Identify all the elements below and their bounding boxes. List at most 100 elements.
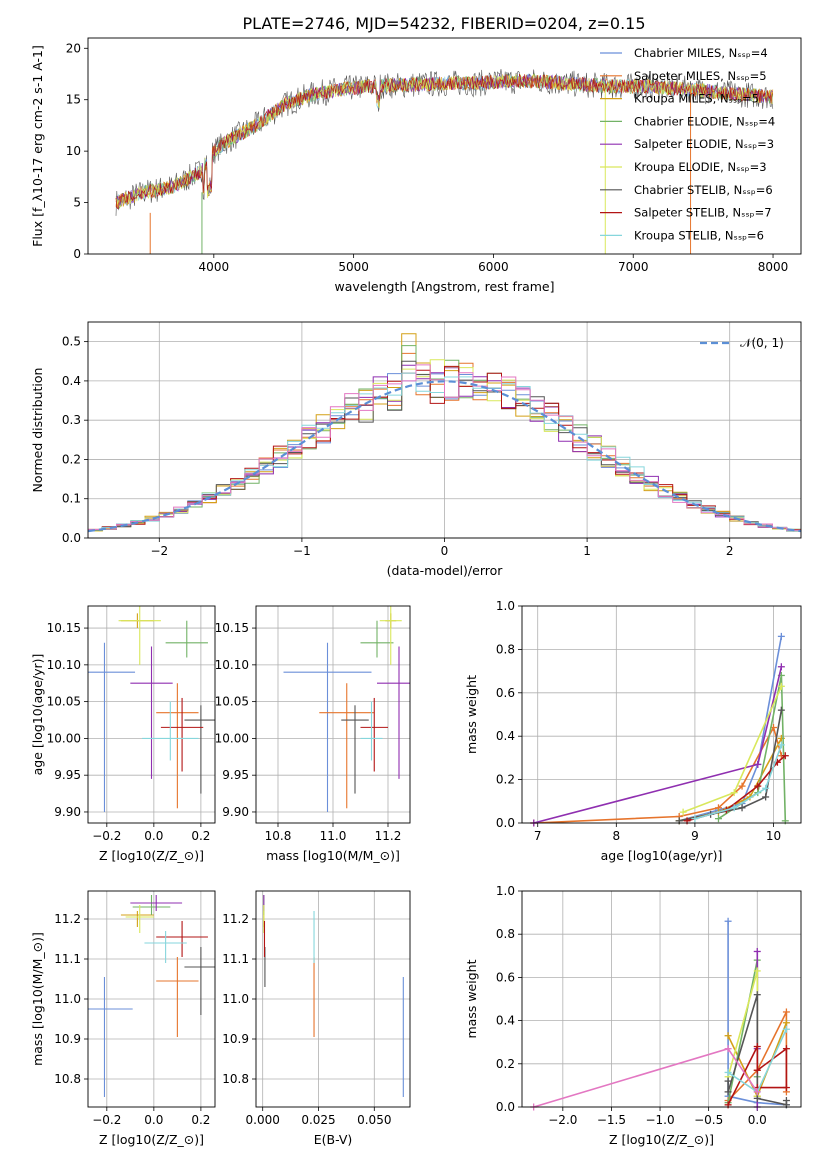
- y-tick-label: 0.0: [496, 816, 515, 830]
- x-tick-label: 8000: [758, 260, 789, 274]
- x-axis-label: mass [log10(M/M_⊙)]: [266, 848, 400, 863]
- spectrum-line-7: [115, 73, 774, 209]
- x-tick-label: 11.2: [375, 829, 402, 843]
- y-tick-label: 11.1: [222, 952, 249, 966]
- x-tick-label: 8: [612, 829, 620, 843]
- axes-frame: [521, 605, 802, 824]
- y-tick-label: 10.9: [222, 1032, 249, 1046]
- legend-label: Salpeter STELIB, Nₛₛₚ=7: [634, 206, 772, 220]
- y-tick-label: 11.1: [54, 952, 81, 966]
- weight-series-8: [694, 744, 783, 820]
- y-tick-label: 5: [73, 196, 81, 210]
- x-tick-label: 11.0: [320, 829, 347, 843]
- x-tick-label: −2.0: [548, 1113, 577, 1127]
- y-tick-label: 0.8: [496, 927, 515, 941]
- y-tick-label: 0.2: [62, 452, 81, 466]
- x-tick-label: 0.050: [357, 1113, 391, 1127]
- x-tick-label: 10: [766, 829, 781, 843]
- y-tick-label: 9.95: [54, 768, 81, 782]
- figure-title: PLATE=2746, MJD=54232, FIBERID=0204, z=0…: [242, 14, 645, 33]
- x-tick-label: 0.0: [144, 1113, 163, 1127]
- x-tick-label: 6000: [478, 260, 509, 274]
- panel-massweight-vs-Z: −2.0 −1.5 −1.0 −0.5 0.0 0.0 0.2 0.4 0.6 0.8 1.0 Z […: [464, 884, 802, 1147]
- y-tick-label: 10.10: [215, 658, 249, 672]
- legend-label: Salpeter ELODIE, Nₛₛₚ=3: [634, 137, 774, 151]
- x-tick-label: 7000: [618, 260, 649, 274]
- y-tick-label: 0.4: [62, 374, 81, 388]
- axes-frame: [87, 605, 216, 824]
- x-tick-label: 7: [534, 829, 542, 843]
- legend-label: Chabrier STELIB, Nₛₛₚ=6: [634, 183, 773, 197]
- y-tick-label: 10.15: [47, 621, 81, 635]
- x-axis-label: wavelength [Angstrom, rest frame]: [334, 279, 554, 294]
- axes-frame: [521, 890, 802, 1108]
- x-tick-label: −0.2: [92, 1113, 121, 1127]
- axes-frame: [87, 37, 802, 255]
- x-tick-label: 10.8: [265, 829, 292, 843]
- y-tick-label: 1.0: [496, 884, 515, 898]
- x-tick-label: 0.025: [301, 1113, 335, 1127]
- weight-series-0: [727, 921, 787, 1106]
- y-tick-label: 0.5: [62, 335, 81, 349]
- y-tick-label: 0.0: [496, 1100, 515, 1114]
- weight-series-9: [533, 1047, 758, 1107]
- legend-label: Kroupa STELIB, Nₛₛₚ=6: [634, 228, 764, 242]
- axes-frame: [255, 890, 411, 1108]
- x-tick-label: 9: [691, 829, 699, 843]
- legend: Chabrier MILES, Nₛₛₚ=4 Salpeter MILES, Nₛ…: [600, 46, 775, 242]
- y-tick-label: 11.0: [54, 992, 81, 1006]
- x-tick-label: −1.0: [645, 1113, 674, 1127]
- x-axis-label: E(B-V): [314, 1132, 353, 1147]
- panel-residual-histogram: −2 −1 0 1 2 0.0 0.1 0.2 0.3 0.4 0.5 (data-model)/er…: [30, 321, 802, 578]
- x-tick-label: −1.5: [597, 1113, 626, 1127]
- x-tick-label: 0.2: [191, 829, 210, 843]
- normal-curve: [88, 380, 801, 533]
- y-tick-label: 10.10: [47, 658, 81, 672]
- y-tick-label: 10.8: [54, 1072, 81, 1086]
- x-tick-label: 2: [726, 544, 734, 558]
- panel-mass-vs-Z: −0.2 0.0 0.2 10.8 10.9 11.0 11.1 11.2 Z [log10(Z…: [30, 890, 216, 1147]
- axes-frame: [87, 321, 802, 539]
- x-tick-label: 0: [441, 544, 449, 558]
- y-tick-label: 10.00: [215, 731, 249, 745]
- axes-frame: [87, 890, 216, 1108]
- x-tick-label: −0.2: [92, 829, 121, 843]
- y-tick-label: 0.1: [62, 492, 81, 506]
- y-tick-label: 0.0: [62, 531, 81, 545]
- y-tick-label: 0.2: [496, 773, 515, 787]
- x-tick-label: −1: [293, 544, 311, 558]
- x-tick-label: −2: [150, 544, 168, 558]
- y-axis-label: Flux [f_λ10-17 erg cm-2 s-1 A-1]: [30, 45, 45, 247]
- y-tick-label: 20: [66, 41, 81, 55]
- panel-mass-vs-EBV: 0.000 0.025 0.050 10.8 10.9 11.0 11.1 11.2 E(B-V…: [222, 890, 411, 1147]
- panel-age-vs-mass: 10.8 11.0 11.2 9.90 9.95 10.00 10.05 10.10 10.15…: [215, 605, 411, 863]
- y-tick-label: 10.8: [222, 1072, 249, 1086]
- x-tick-label: 0.000: [246, 1113, 280, 1127]
- legend-label: Salpeter MILES, Nₛₛₚ=5: [634, 69, 767, 83]
- y-tick-label: 9.90: [222, 805, 249, 819]
- y-tick-label: 0: [73, 247, 81, 261]
- y-tick-label: 10.9: [54, 1032, 81, 1046]
- x-tick-label: 0.0: [144, 829, 163, 843]
- axes-frame: [255, 605, 411, 824]
- y-axis-label: mass [log10(M/M_⊙)]: [30, 932, 45, 1066]
- legend-label: 𝒩(0, 1): [740, 336, 784, 350]
- x-tick-label: 0.2: [191, 1113, 210, 1127]
- y-tick-label: 10.00: [47, 731, 81, 745]
- legend-label: Kroupa ELODIE, Nₛₛₚ=3: [634, 160, 767, 174]
- y-tick-label: 10.05: [215, 695, 249, 709]
- y-tick-label: 1.0: [496, 599, 515, 613]
- y-tick-label: 9.90: [54, 805, 81, 819]
- histogram-series-9: [88, 364, 801, 538]
- x-tick-label: 1: [583, 544, 591, 558]
- x-axis-label: (data-model)/error: [387, 563, 504, 578]
- y-tick-label: 0.2: [496, 1057, 515, 1071]
- panel-age-vs-Z: −0.2 0.0 0.2 9.90 9.95 10.00 10.05 10.10 10.15 Z …: [30, 605, 216, 863]
- y-tick-label: 10.05: [47, 695, 81, 709]
- y-tick-label: 10: [66, 144, 81, 158]
- x-tick-label: −0.5: [694, 1113, 723, 1127]
- y-axis-label: mass weight: [464, 959, 479, 1038]
- y-tick-label: 0.4: [496, 729, 515, 743]
- legend-label: Chabrier MILES, Nₛₛₚ=4: [634, 46, 768, 60]
